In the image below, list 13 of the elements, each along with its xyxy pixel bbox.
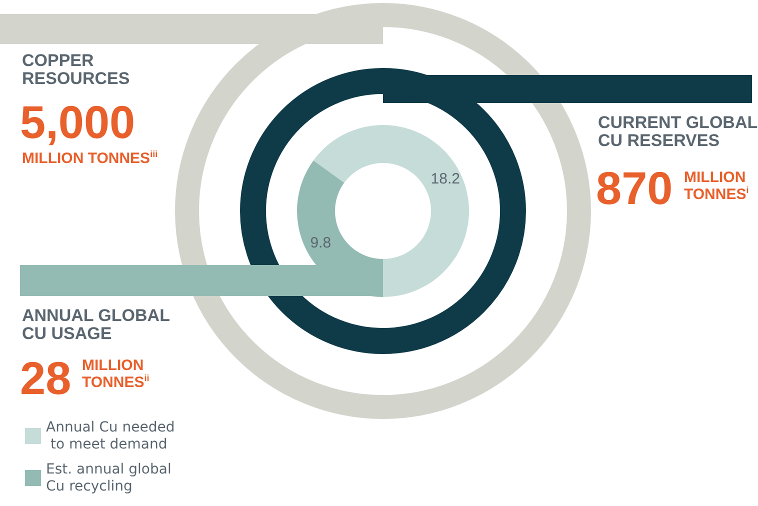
data-label: 18.2 — [430, 170, 460, 188]
legend-label: Annual Cu needed to meet demand — [46, 420, 175, 452]
text: MILLION TONNES$^{iii}$ — [22, 149, 159, 167]
text: COPPER RESOURCES — [22, 51, 131, 88]
legend-label: Est. annual global Cu recycling — [46, 462, 176, 494]
text: MILLION TONNES$^{i}$ — [684, 169, 750, 203]
text: ANNUAL GLOBAL CU USAGE — [22, 306, 171, 343]
text: CURRENT GLOBAL CU RESERVES — [598, 113, 758, 150]
text: 5,000 — [20, 96, 136, 148]
text: 28 — [20, 352, 72, 404]
text: MILLION TONNES$^{ii}$ — [82, 357, 150, 391]
text: 870 — [596, 162, 673, 214]
data-label: 9.8 — [310, 234, 332, 252]
